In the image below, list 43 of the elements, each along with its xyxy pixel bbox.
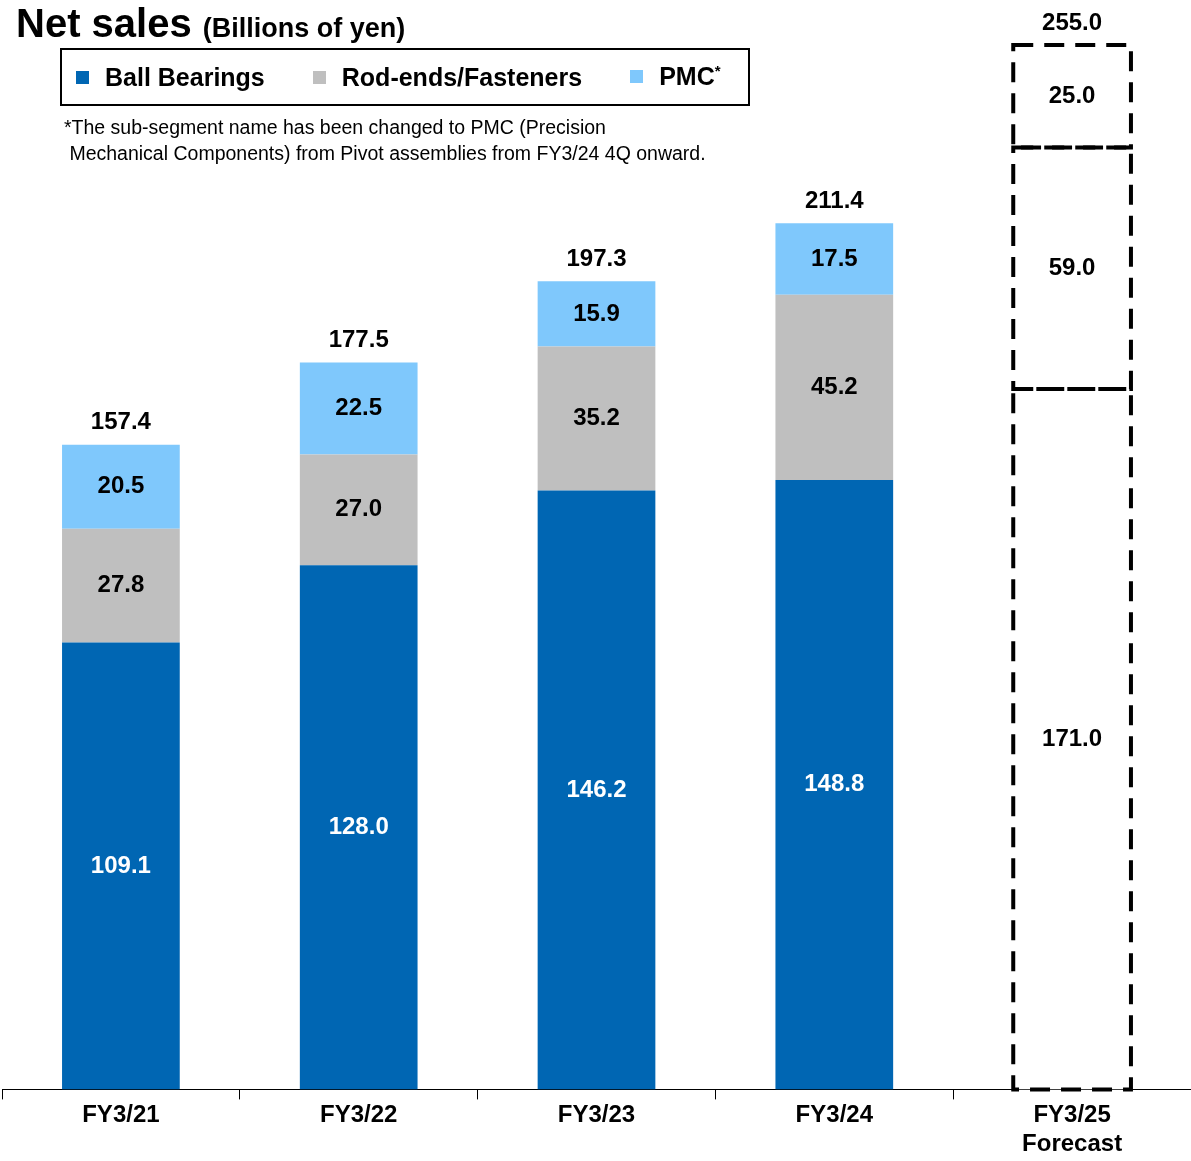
data-label: 15.9 bbox=[573, 298, 620, 326]
data-label: 171.0 bbox=[1042, 723, 1103, 751]
data-label: 128.0 bbox=[328, 811, 389, 839]
total-label: 157.4 bbox=[90, 407, 152, 435]
legend-label: Rod-ends/Fasteners bbox=[341, 62, 583, 92]
data-label: 27.0 bbox=[335, 494, 383, 522]
chart-subtitle: (Billions of yen) bbox=[202, 13, 406, 43]
data-label: 27.8 bbox=[97, 570, 145, 598]
data-label: 35.2 bbox=[573, 403, 620, 431]
x-tick-label: FY3/23 bbox=[557, 1100, 636, 1128]
data-label: 25.0 bbox=[1048, 80, 1096, 108]
bar bbox=[775, 479, 894, 1090]
total-label: 211.4 bbox=[804, 185, 865, 213]
bar bbox=[62, 528, 180, 643]
x-tick-label: FY3/25 Forecast bbox=[1022, 1100, 1123, 1157]
data-label: 17.5 bbox=[810, 243, 858, 271]
bar bbox=[775, 223, 894, 295]
bar bbox=[62, 444, 180, 529]
chart-title: Net sales bbox=[16, 1, 192, 45]
bar bbox=[537, 490, 656, 1090]
data-label: 109.1 bbox=[90, 850, 151, 878]
data-label: 146.2 bbox=[566, 774, 627, 802]
total-label: 177.5 bbox=[328, 325, 389, 353]
x-tick-label: FY3/24 bbox=[795, 1100, 874, 1128]
bar bbox=[299, 454, 418, 566]
bar bbox=[537, 281, 656, 347]
x-tick-label: FY3/21 bbox=[82, 1100, 160, 1128]
data-label: 45.2 bbox=[810, 372, 858, 400]
total-label: 255.0 bbox=[1042, 7, 1103, 35]
bar bbox=[537, 346, 656, 491]
legend-label: Ball Bearings bbox=[105, 62, 265, 92]
data-label: 148.8 bbox=[804, 769, 865, 797]
bar bbox=[62, 642, 180, 1090]
x-tick-label: FY3/22 bbox=[320, 1100, 398, 1128]
data-label: 22.5 bbox=[335, 393, 383, 421]
bar bbox=[775, 294, 894, 480]
bar bbox=[299, 565, 418, 1090]
total-label: 197.3 bbox=[566, 243, 627, 271]
annotation: *The sub-segment name has been changed to PMC (Precision Mechanical Components) from Pivot assemblies from FY3/24 4Q onward. bbox=[64, 115, 706, 166]
data-label: 59.0 bbox=[1048, 252, 1096, 280]
legend-label: PMC$^{*}$ bbox=[659, 62, 721, 92]
data-label: 20.5 bbox=[97, 471, 145, 499]
bar bbox=[299, 362, 418, 455]
